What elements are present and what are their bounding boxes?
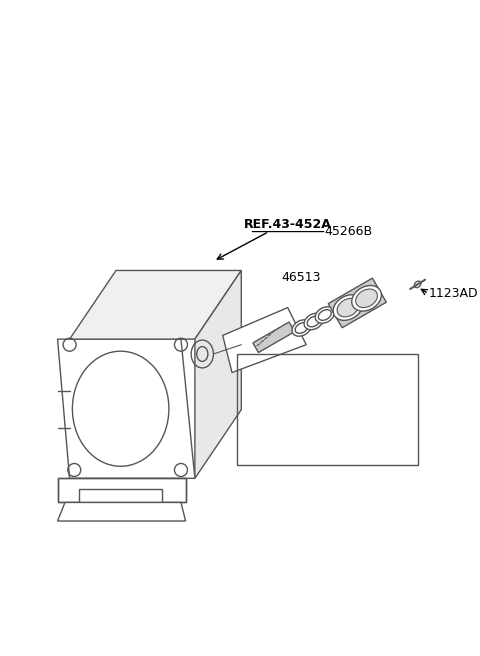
Ellipse shape xyxy=(318,310,331,320)
Text: 1123AD: 1123AD xyxy=(429,287,479,300)
Text: 46513: 46513 xyxy=(282,272,321,285)
Polygon shape xyxy=(223,308,306,373)
Polygon shape xyxy=(58,478,186,502)
Ellipse shape xyxy=(307,316,320,327)
Ellipse shape xyxy=(304,314,323,330)
Ellipse shape xyxy=(333,295,363,320)
Ellipse shape xyxy=(352,285,382,311)
Polygon shape xyxy=(58,502,186,521)
Polygon shape xyxy=(58,339,195,478)
Text: 45266B: 45266B xyxy=(324,225,372,238)
Ellipse shape xyxy=(315,307,335,323)
Ellipse shape xyxy=(292,319,311,337)
Bar xyxy=(58,478,186,502)
Ellipse shape xyxy=(337,298,359,317)
Polygon shape xyxy=(195,270,241,478)
Polygon shape xyxy=(328,278,386,328)
Polygon shape xyxy=(70,270,241,339)
Polygon shape xyxy=(253,322,295,352)
Ellipse shape xyxy=(295,323,308,333)
Text: REF.43-452A: REF.43-452A xyxy=(244,218,332,232)
Bar xyxy=(237,354,418,465)
Ellipse shape xyxy=(356,289,377,308)
